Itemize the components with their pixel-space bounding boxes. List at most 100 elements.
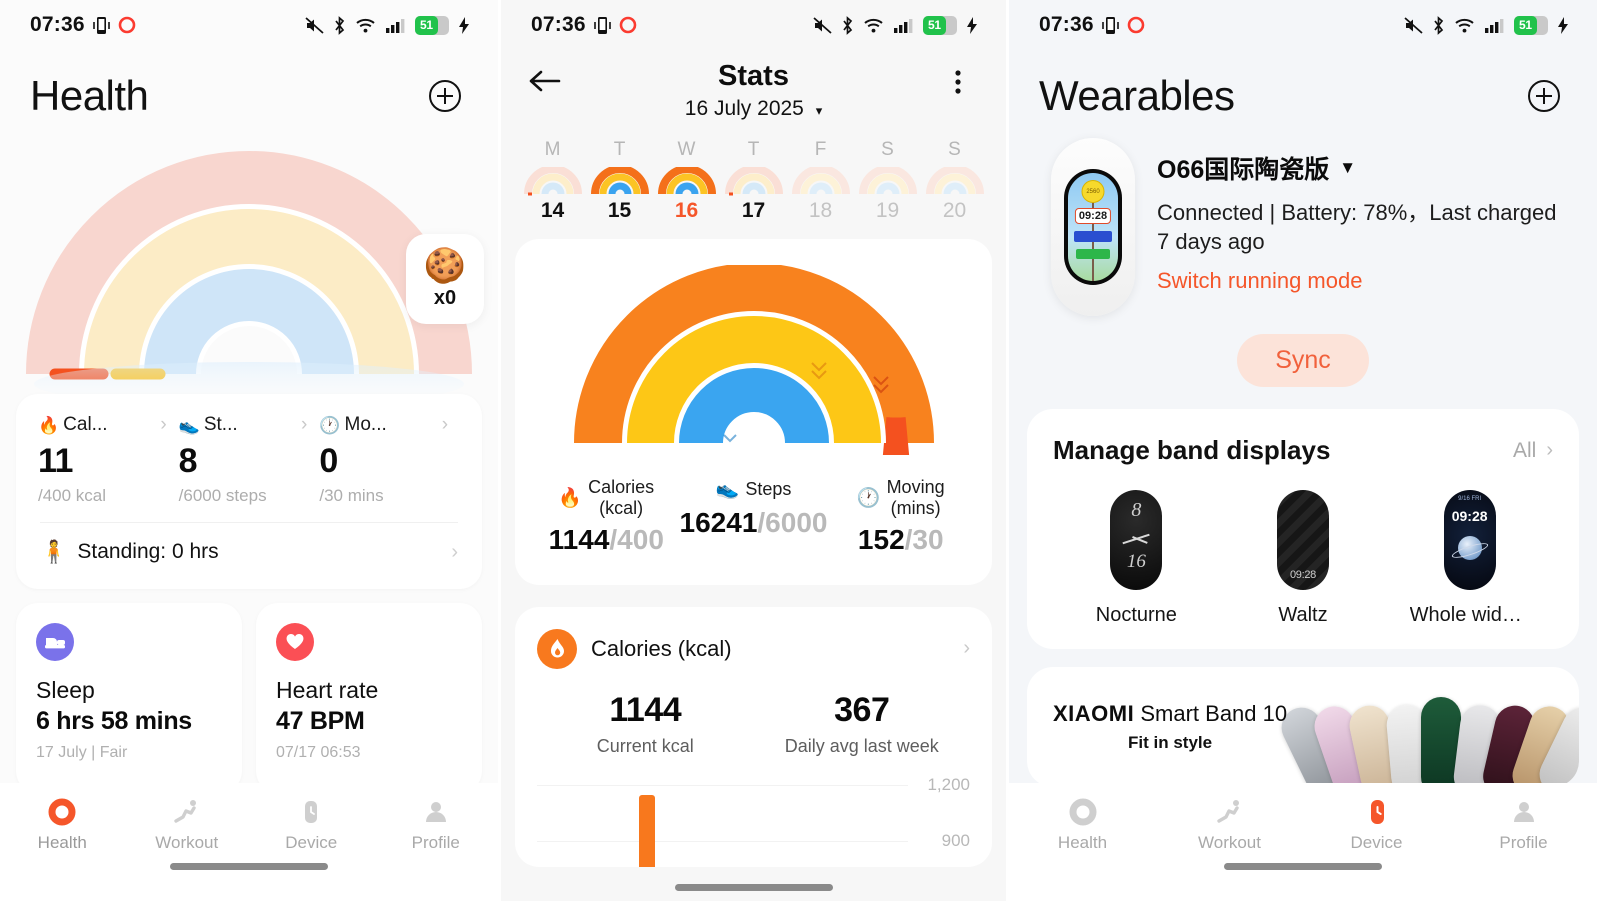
tile-title: Sleep — [36, 677, 95, 703]
charging-icon — [1558, 16, 1568, 34]
add-icon[interactable] — [428, 79, 462, 113]
add-icon[interactable] — [1527, 79, 1561, 113]
status-time: 07:36 — [30, 13, 85, 36]
day-item[interactable]: F 18 — [787, 139, 854, 223]
banner-text: XIAOMI Smart Band 10 Fit in style — [1027, 701, 1287, 753]
band-image[interactable]: 2560 09:28 — [1051, 138, 1135, 316]
face-preview-date: 9/16 FRI — [1458, 496, 1482, 502]
tab-profile[interactable]: Profile — [1450, 797, 1597, 853]
metrics-row: 🔥 Cal... › 11 /400 kcal 👟 St... › 8 /600… — [38, 414, 460, 506]
day-item[interactable]: S 19 — [854, 139, 921, 223]
heart-rate-tile[interactable]: Heart rate 47 BPM 07/17 06:53 — [256, 603, 482, 793]
metric-label: St... — [203, 414, 238, 435]
tab-device[interactable]: Device — [1303, 797, 1450, 853]
device-selector[interactable]: O66国际陶瓷版 ▼ — [1157, 150, 1567, 186]
switch-running-mode-link[interactable]: Switch running mode — [1157, 268, 1363, 294]
day-item[interactable]: S 20 — [921, 139, 988, 223]
tab-workout[interactable]: Workout — [1156, 797, 1303, 853]
standing-row[interactable]: 🧍 Standing: 0 hrs › — [38, 523, 460, 583]
banner-tagline: Fit in style — [1128, 733, 1213, 752]
tab-health[interactable]: Health — [1009, 797, 1156, 853]
bottom-nav-2 — [501, 873, 1006, 901]
stats-navbar: Stats 16 July 2025 ▾ — [501, 50, 1006, 121]
status-bar-left: 07:36 — [30, 13, 136, 37]
battery-icon: 51 — [923, 15, 957, 35]
divider — [40, 522, 458, 523]
standing-person-icon: 🧍 — [40, 539, 68, 564]
face-preview-time: 09:28 — [1289, 569, 1316, 581]
arc-metric-value: 16241/6000 — [679, 507, 828, 538]
day-arc — [522, 165, 584, 197]
watch-icon — [305, 801, 318, 823]
arc-metric-moving[interactable]: 🕐 Moving (mins) 152/30 — [827, 477, 974, 557]
view-all-link[interactable]: All — [1512, 438, 1537, 462]
status-bar-left: 07:36 — [531, 13, 637, 37]
device-name: O66国际陶瓷版 — [1157, 156, 1330, 184]
heart-icon — [276, 623, 314, 661]
selected-date: 16 July 2025 — [684, 97, 804, 120]
sync-button[interactable]: Sync — [1237, 334, 1369, 387]
day-item[interactable]: T 17 — [720, 139, 787, 223]
header-1: Health — [0, 50, 498, 120]
day-letter: S — [948, 139, 961, 160]
band-face-item[interactable]: 09:28 Waltz — [1243, 490, 1363, 627]
person-icon — [1513, 802, 1534, 822]
home-indicator — [1224, 863, 1382, 870]
day-item-selected[interactable]: W 16 — [653, 139, 720, 223]
more-options-icon[interactable] — [944, 68, 972, 98]
arc-metrics: 🔥 Calories (kcal) 1144/400 👟 Steps 16241/… — [515, 477, 992, 557]
mute-icon — [305, 16, 324, 34]
tab-profile[interactable]: Profile — [374, 797, 499, 853]
stat-value: 1144 — [609, 690, 682, 729]
calories-bar-chart[interactable]: 1,200 900 — [537, 775, 970, 867]
bluetooth-icon — [335, 15, 345, 35]
arc-metric-calories[interactable]: 🔥 Calories (kcal) 1144/400 — [533, 477, 680, 557]
band-face-item[interactable]: 9/16 FRI 09:28 Whole wide... — [1410, 490, 1530, 627]
band-face-item[interactable]: 8 16 Nocturne — [1076, 490, 1196, 627]
tab-label: Profile — [1499, 833, 1548, 852]
ring-icon — [1069, 798, 1096, 826]
screen-health: 07:36 51 Health — [0, 0, 498, 901]
day-letter: S — [881, 139, 894, 160]
calories-card-header: Calories (kcal) › — [537, 628, 970, 669]
calories-stats: 1144 Current kcal 367 Daily avg last wee… — [537, 691, 970, 757]
tab-device[interactable]: Device — [249, 797, 374, 853]
day-item[interactable]: M 14 — [519, 139, 586, 223]
calories-detail-card[interactable]: Calories (kcal) › 1144 Current kcal 367 … — [515, 606, 992, 867]
day-letter: T — [613, 139, 626, 160]
metric-value: 8 — [178, 442, 198, 480]
calories-card-title: Calories (kcal) — [591, 635, 732, 661]
flame-icon — [537, 628, 577, 669]
sleep-tile[interactable]: Sleep 6 hrs 58 mins 17 July | Fair — [16, 603, 242, 793]
activity-arc-hero[interactable]: 🍪 x0 — [0, 124, 498, 406]
arc-metric-steps[interactable]: 👟 Steps 16241/6000 — [680, 477, 828, 557]
metric-value: 0 — [319, 442, 338, 480]
metric-goal: /400 kcal — [38, 486, 107, 505]
record-icon — [1127, 16, 1145, 34]
status-bar-right: 51 — [1404, 15, 1569, 35]
band-face-thumbnail: 8 16 — [1110, 490, 1163, 590]
promo-banner[interactable]: XIAOMI Smart Band 10 Fit in style — [1027, 667, 1579, 787]
tab-workout[interactable]: Workout — [125, 797, 250, 853]
chevron-down-icon: ▾ — [815, 103, 823, 118]
manage-band-displays-panel: Manage band displays All › 8 16 Nocturne… — [1027, 409, 1579, 649]
battery-icon: 51 — [415, 15, 449, 35]
metric-moving[interactable]: 🕐 Mo... › 0 /30 mins — [319, 414, 460, 506]
back-icon[interactable] — [527, 66, 563, 96]
date-selector[interactable]: 16 July 2025 ▾ — [563, 97, 944, 121]
battery-percent: 51 — [1519, 18, 1532, 32]
record-icon — [118, 16, 136, 34]
band-face-list: 8 16 Nocturne 09:28 Waltz 9/16 FRI 09:2 — [1053, 490, 1553, 627]
cookie-badge[interactable]: 🍪 x0 — [406, 234, 484, 324]
status-bar-left: 07:36 — [1039, 13, 1145, 37]
metric-calories[interactable]: 🔥 Cal... › 11 /400 kcal — [38, 414, 179, 506]
day-arc — [924, 165, 986, 197]
flame-icon: 🔥 — [38, 415, 60, 435]
day-item[interactable]: T 15 — [586, 139, 653, 223]
bottom-nav-3: Health Workout Device Profile — [1009, 783, 1597, 901]
day-number: 19 — [875, 199, 900, 222]
metric-steps[interactable]: 👟 St... › 8 /6000 steps — [179, 414, 320, 506]
wifi-icon — [1455, 18, 1474, 32]
tab-health[interactable]: Health — [0, 797, 125, 853]
page-title: Stats — [718, 60, 789, 92]
